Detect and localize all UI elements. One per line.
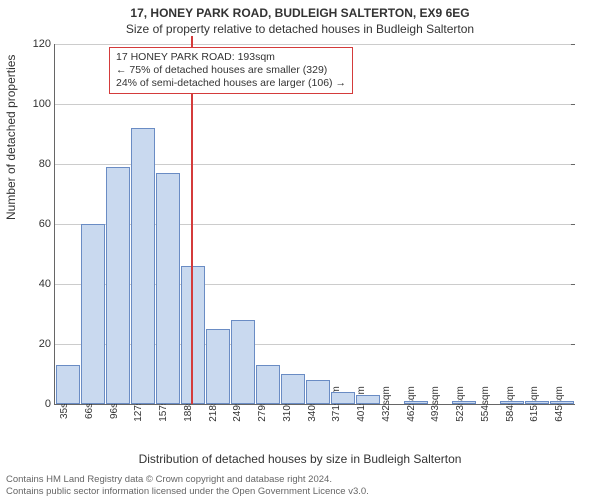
y-tick-label: 20 [39,338,55,350]
y-tick-label: 120 [33,38,55,50]
histogram-bar [550,401,574,404]
histogram-bar [131,128,155,404]
histogram-bar [356,395,380,404]
y-tick-mark [571,404,575,405]
histogram-bar [81,224,105,404]
histogram-bar [106,167,130,404]
x-axis-label: Distribution of detached houses by size … [0,452,600,466]
histogram-bar [452,401,476,404]
histogram-bar [404,401,428,404]
y-tick-label: 40 [39,278,55,290]
y-tick-label: 100 [33,98,55,110]
histogram-bar [256,365,280,404]
chart-subtitle: Size of property relative to detached ho… [0,20,600,36]
histogram-bar [306,380,330,404]
chart-container: 17, HONEY PARK ROAD, BUDLEIGH SALTERTON,… [0,0,600,500]
plot-area: 17 HONEY PARK ROAD: 193sqm ← 75% of deta… [54,44,575,405]
annotation-box: 17 HONEY PARK ROAD: 193sqm ← 75% of deta… [109,47,353,94]
footer-line: Contains HM Land Registry data © Crown c… [6,474,369,486]
annotation-line: 24% of semi-detached houses are larger (… [116,77,346,90]
histogram-bar [500,401,524,404]
histogram-bar [231,320,255,404]
chart-title: 17, HONEY PARK ROAD, BUDLEIGH SALTERTON,… [0,0,600,20]
y-tick-label: 80 [39,158,55,170]
histogram-bar [525,401,549,404]
footer-attribution: Contains HM Land Registry data © Crown c… [6,474,369,498]
footer-line: Contains public sector information licen… [6,486,369,498]
annotation-line: ← 75% of detached houses are smaller (32… [116,64,346,77]
y-axis-label: Number of detached properties [4,55,18,220]
histogram-bar [156,173,180,404]
annotation-line: 17 HONEY PARK ROAD: 193sqm [116,51,346,64]
y-tick-label: 60 [39,218,55,230]
histogram-bar [281,374,305,404]
bars-group [55,44,575,404]
histogram-bar [331,392,355,404]
histogram-bar [206,329,230,404]
y-tick-label: 0 [45,398,55,410]
histogram-bar [56,365,80,404]
